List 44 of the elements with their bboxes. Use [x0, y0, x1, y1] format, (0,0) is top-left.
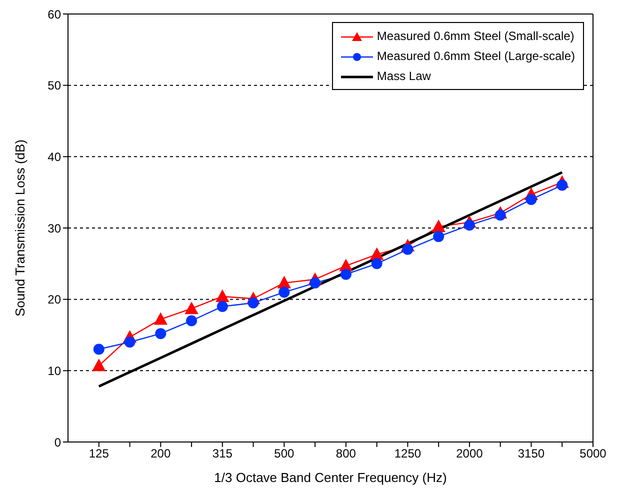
y-tick-label: 10 [48, 364, 62, 378]
x-tick-label: 125 [88, 446, 110, 461]
legend-label: Measured 0.6mm Steel (Small-scale) [376, 29, 574, 43]
point [526, 194, 537, 205]
point [216, 300, 228, 312]
legend-label: Measured 0.6mm Steel (Large-scale) [376, 49, 575, 63]
x-tick-label: 2000 [456, 446, 484, 461]
point [92, 359, 106, 372]
y-tick-label: 0 [54, 435, 62, 450]
y-tick-label: 50 [48, 78, 62, 93]
point [402, 244, 414, 255]
point [494, 210, 506, 221]
x-tick-label: 5000 [580, 446, 607, 461]
point [278, 286, 290, 298]
point [556, 180, 568, 191]
point [432, 220, 446, 232]
point [278, 276, 291, 288]
point [370, 248, 384, 260]
x-tick-label: 1250 [394, 446, 422, 461]
point [371, 258, 382, 270]
y-tick-label: 40 [48, 150, 62, 164]
point [186, 315, 198, 326]
legend-label: Mass Law [376, 69, 431, 83]
y-tick-label: 60 [48, 7, 62, 22]
point [340, 268, 352, 280]
point [185, 302, 198, 314]
y-tick-label: 30 [48, 221, 62, 236]
point [310, 277, 321, 288]
point [124, 336, 136, 348]
x-tick-label: 500 [274, 446, 295, 461]
x-tick-label: 800 [336, 446, 356, 461]
x-tick-label: 315 [212, 446, 233, 461]
point [216, 290, 229, 302]
point [93, 344, 104, 355]
point [433, 231, 444, 242]
x-tick-label: 200 [150, 446, 171, 461]
x-tick-label: 3150 [518, 446, 545, 461]
point [248, 297, 259, 308]
y-axis-title: Sound Transmission Loss (dB) [12, 139, 28, 317]
y-tick-label: 20 [48, 292, 62, 307]
point [464, 220, 475, 231]
point [154, 312, 168, 325]
point [155, 328, 166, 340]
x-axis-title: 1/3 Octave Band Center Frequency (Hz) [214, 470, 447, 485]
